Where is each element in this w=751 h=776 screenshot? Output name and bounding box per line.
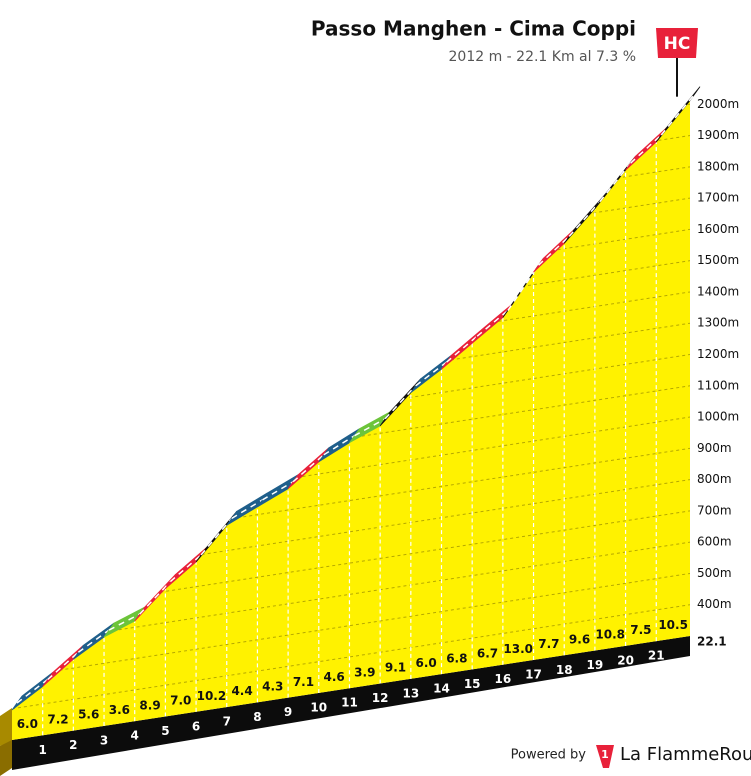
gradient-label: 7.0: [170, 694, 191, 708]
x-tick-label: 4: [131, 729, 139, 743]
gradient-label: 6.0: [17, 717, 38, 731]
x-tick-label: 19: [587, 658, 604, 672]
y-tick-label: 1600m: [697, 222, 739, 236]
gradient-label: 9.1: [385, 661, 406, 675]
gradient-label: 10.8: [595, 628, 625, 642]
x-tick-label: 8: [253, 710, 261, 724]
road-centerline: [630, 134, 662, 164]
road-centerline: [169, 554, 202, 583]
y-tick-label: 1900m: [697, 128, 739, 142]
x-tick-label: 2: [69, 738, 77, 752]
gradient-label: 10.5: [658, 618, 688, 632]
gradient-label: 7.5: [630, 623, 651, 637]
y-tick-label: 1400m: [697, 284, 739, 298]
badge-label: HC: [664, 34, 691, 54]
x-tick-label: 5: [161, 724, 169, 738]
x-tick-label: 22.1: [697, 635, 727, 649]
road-centerline: [47, 651, 79, 681]
road-centerline: [292, 454, 325, 483]
x-tick-label: 10: [310, 700, 327, 714]
x-tick-label: 15: [464, 677, 481, 691]
road-centerline: [354, 418, 386, 437]
grid-line: [12, 604, 690, 710]
profile-front: [0, 707, 12, 746]
y-tick-label: 1500m: [697, 253, 739, 267]
road-centerline: [384, 385, 417, 420]
grid-line: [12, 572, 690, 678]
powered-by: Powered by: [511, 748, 587, 763]
x-tick-label: 18: [556, 663, 573, 677]
grid-line: [12, 103, 690, 209]
y-tick-label: 500m: [697, 566, 732, 580]
footer: Powered by 1 La FlammeRouge: [511, 744, 751, 768]
y-tick-label: 700m: [697, 503, 732, 517]
gradient-label: 6.7: [477, 647, 498, 661]
road-centerline: [660, 93, 696, 136]
gradient-label: 7.1: [293, 675, 314, 689]
x-tick-label: 11: [341, 696, 358, 710]
gradient-label: 7.2: [47, 712, 68, 726]
gradient-label: 3.9: [354, 665, 375, 679]
road-centerline: [507, 264, 540, 311]
chart-subtitle: 2012 m - 22.1 Km al 7.3 %: [449, 49, 637, 65]
x-tick-label: 3: [100, 733, 108, 747]
road-centerline: [568, 201, 601, 237]
gradient-label: 4.6: [323, 670, 344, 684]
road-centerline: [262, 481, 294, 501]
logo-icon: [596, 745, 614, 768]
x-tick-label: 6: [192, 719, 200, 733]
gradient-label: 9.6: [569, 632, 590, 646]
x-tick-label: 9: [284, 705, 292, 719]
y-tick-label: 1200m: [697, 347, 739, 361]
y-tick-label: 2000m: [697, 97, 739, 111]
flag: [656, 28, 698, 58]
x-tick-label: 20: [617, 653, 634, 667]
y-tick-label: 400m: [697, 597, 732, 611]
base-band: [12, 636, 690, 770]
x-tick-label: 16: [495, 672, 512, 686]
road-centerline: [599, 162, 632, 203]
road-centerline: [446, 335, 478, 363]
gradient-label: 10.2: [197, 689, 227, 703]
road-centerline: [108, 613, 141, 631]
logo-mark: 1: [601, 748, 609, 761]
y-tick-label: 1100m: [697, 378, 739, 392]
y-tick-label: 1300m: [697, 316, 739, 330]
road-centerline: [231, 499, 263, 519]
road-centerline: [139, 581, 171, 615]
y-tick-label: 1800m: [697, 159, 739, 173]
gradient-label: 6.0: [416, 656, 437, 670]
gradient-label: 7.7: [538, 637, 559, 651]
x-tick-label: 13: [402, 686, 419, 700]
chart-title: Passo Manghen - Cima Coppi: [311, 17, 636, 41]
gradient-label: 5.6: [78, 708, 99, 722]
road-centerline: [476, 309, 509, 337]
badge: HC: [656, 28, 698, 97]
gradient-label: 4.3: [262, 680, 283, 694]
y-tick-label: 900m: [697, 441, 732, 455]
gradient-label: 8.9: [139, 698, 160, 712]
x-tick-label: 14: [433, 682, 450, 696]
gradient-label: 4.4: [231, 684, 252, 698]
brand: La FlammeRouge: [620, 744, 751, 765]
base-front: [0, 738, 12, 776]
x-tick-label: 1: [38, 743, 46, 757]
y-tick-label: 800m: [697, 472, 732, 486]
grid-line: [12, 541, 690, 647]
y-tick-label: 1700m: [697, 191, 739, 205]
road-centerline: [538, 235, 570, 266]
gradient-label: 13.0: [503, 642, 533, 656]
x-tick-label: 7: [223, 715, 231, 729]
y-tick-label: 1000m: [697, 410, 739, 424]
x-tick-label: 17: [525, 668, 542, 682]
profile-fill: [12, 100, 690, 740]
x-tick-label: 12: [372, 691, 389, 705]
gradient-label: 6.8: [446, 651, 467, 665]
gradient-label: 3.6: [109, 703, 130, 717]
road-centerline: [200, 517, 233, 556]
y-tick-label: 600m: [697, 535, 732, 549]
x-tick-label: 21: [648, 649, 665, 663]
